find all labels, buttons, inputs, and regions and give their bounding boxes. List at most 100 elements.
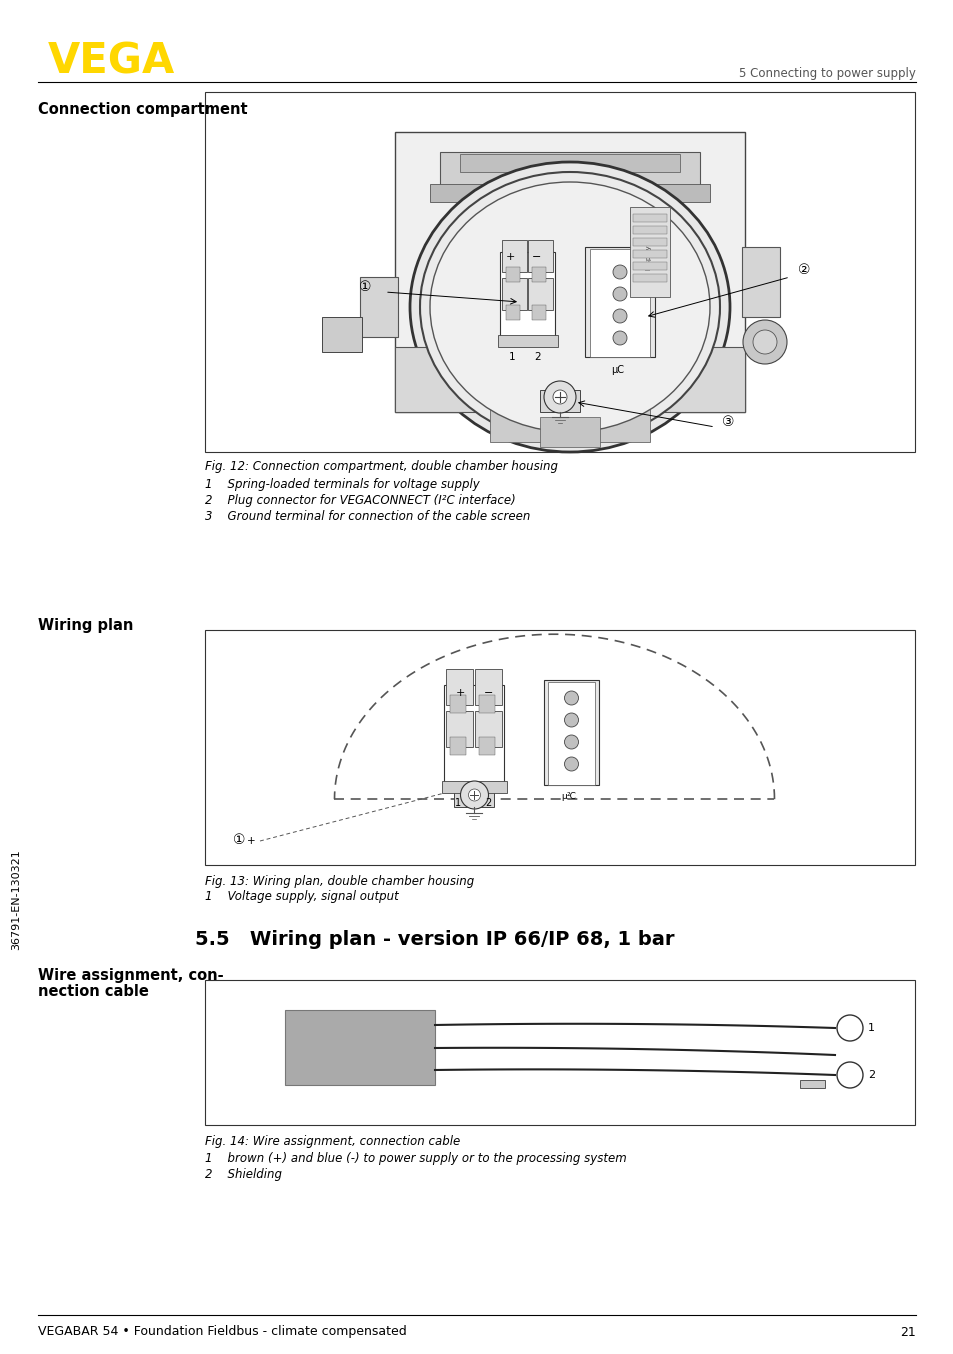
Bar	[490, 397, 649, 441]
Circle shape	[613, 309, 626, 324]
Bar	[633, 214, 666, 222]
Text: VEGABAR 54 • Foundation Fieldbus - climate compensated: VEGABAR 54 • Foundation Fieldbus - clima…	[38, 1326, 406, 1339]
Bar	[527, 278, 553, 310]
Bar	[527, 240, 553, 272]
Text: ①: ①	[359, 280, 372, 294]
Text: 1: 1	[455, 798, 461, 808]
Text: +: +	[247, 835, 255, 846]
Bar	[548, 682, 595, 785]
Text: 21: 21	[900, 1326, 915, 1339]
Bar	[532, 267, 545, 282]
Bar	[430, 184, 709, 202]
Text: ②: ②	[797, 263, 810, 278]
Text: +: +	[456, 688, 465, 699]
Text: 2    Shielding: 2 Shielding	[205, 1169, 282, 1181]
Bar	[475, 711, 502, 747]
Text: Fig. 14: Wire assignment, connection cable: Fig. 14: Wire assignment, connection cab…	[205, 1135, 459, 1148]
Circle shape	[613, 330, 626, 345]
Text: Wire assignment, con-: Wire assignment, con-	[38, 968, 223, 983]
Text: 1: 1	[867, 1024, 874, 1033]
Bar	[395, 131, 744, 412]
Bar	[450, 737, 466, 756]
Bar	[444, 685, 504, 789]
Text: 2: 2	[485, 798, 491, 808]
Bar	[499, 252, 555, 343]
Bar	[539, 390, 579, 412]
Bar	[633, 274, 666, 282]
Text: 2: 2	[534, 352, 540, 362]
Text: −: −	[532, 252, 541, 263]
Bar	[544, 680, 598, 785]
Text: −: −	[483, 688, 493, 699]
Text: 1    Voltage supply, signal output: 1 Voltage supply, signal output	[205, 890, 398, 903]
Bar	[439, 152, 700, 187]
Text: 5 Connecting to power supply: 5 Connecting to power supply	[739, 68, 915, 80]
Bar	[442, 781, 507, 793]
Bar	[633, 226, 666, 234]
Bar	[633, 238, 666, 246]
Bar	[629, 207, 669, 297]
Circle shape	[460, 781, 488, 808]
Ellipse shape	[430, 181, 709, 432]
Text: Fig. 12: Connection compartment, double chamber housing: Fig. 12: Connection compartment, double …	[205, 460, 558, 473]
Text: µ: µ	[561, 792, 567, 802]
Circle shape	[613, 265, 626, 279]
Bar	[497, 334, 558, 347]
Text: ²C: ²C	[566, 792, 576, 802]
Text: 2: 2	[867, 1070, 874, 1080]
Bar	[446, 711, 473, 747]
Ellipse shape	[410, 162, 729, 452]
Bar	[285, 1010, 435, 1085]
Circle shape	[742, 320, 786, 364]
Bar	[359, 278, 397, 337]
Bar	[395, 347, 744, 412]
Circle shape	[752, 330, 776, 353]
Bar	[459, 154, 679, 172]
Bar	[539, 417, 599, 447]
Circle shape	[564, 735, 578, 749]
Text: µC: µC	[611, 366, 624, 375]
Bar	[454, 791, 494, 807]
Bar	[501, 278, 526, 310]
Bar	[479, 695, 495, 714]
Bar	[501, 240, 526, 272]
Bar	[205, 980, 914, 1125]
Circle shape	[564, 757, 578, 770]
Text: 5.5   Wiring plan - version IP 66/IP 68, 1 bar: 5.5 Wiring plan - version IP 66/IP 68, 1…	[194, 930, 674, 949]
Text: Connection compartment: Connection compartment	[38, 102, 248, 116]
Circle shape	[543, 380, 576, 413]
Bar	[633, 250, 666, 259]
Circle shape	[564, 714, 578, 727]
Bar	[205, 630, 914, 865]
Text: 2    Plug connector for VEGACONNECT (I²C interface): 2 Plug connector for VEGACONNECT (I²C in…	[205, 494, 516, 506]
Text: nection cable: nection cable	[38, 984, 149, 999]
Text: 1: 1	[508, 352, 515, 362]
Text: 36791-EN-130321: 36791-EN-130321	[11, 849, 21, 951]
Bar	[505, 267, 519, 282]
Bar	[322, 317, 361, 352]
Bar	[532, 305, 545, 320]
Text: +: +	[505, 252, 515, 263]
Text: Display: Display	[644, 244, 650, 269]
Circle shape	[613, 287, 626, 301]
Text: ③: ③	[721, 414, 734, 429]
Bar	[584, 246, 655, 357]
Ellipse shape	[419, 172, 720, 441]
Bar	[446, 669, 473, 705]
Bar	[633, 263, 666, 269]
Text: 1    Spring-loaded terminals for voltage supply: 1 Spring-loaded terminals for voltage su…	[205, 478, 479, 492]
Text: Wiring plan: Wiring plan	[38, 617, 133, 634]
Circle shape	[468, 789, 480, 802]
Bar	[800, 1080, 824, 1089]
Bar	[505, 305, 519, 320]
Bar	[475, 669, 502, 705]
Text: 1    brown (+) and blue (-) to power supply or to the processing system: 1 brown (+) and blue (-) to power supply…	[205, 1152, 626, 1164]
Circle shape	[836, 1016, 862, 1041]
Circle shape	[553, 390, 566, 403]
Circle shape	[564, 691, 578, 705]
Text: ①: ①	[233, 833, 245, 848]
Bar	[589, 249, 649, 357]
Bar	[450, 695, 466, 714]
Text: 3    Ground terminal for connection of the cable screen: 3 Ground terminal for connection of the …	[205, 510, 530, 523]
Circle shape	[836, 1062, 862, 1089]
